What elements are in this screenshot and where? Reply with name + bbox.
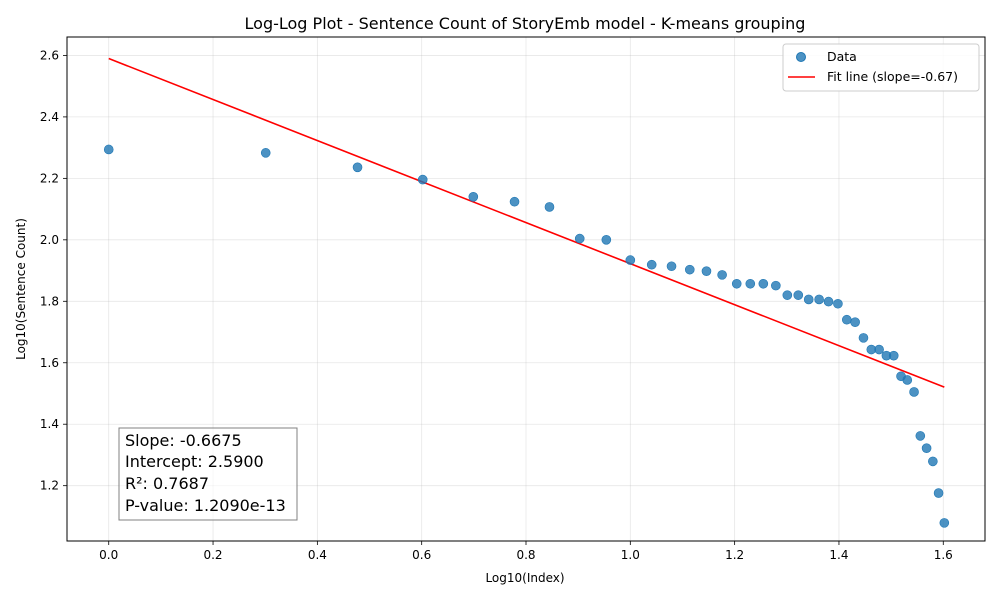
y-tick-label: 1.2 <box>40 479 59 493</box>
data-point <box>782 290 793 300</box>
data-point <box>771 280 781 291</box>
data-point <box>921 443 932 453</box>
data-point <box>902 375 913 385</box>
y-tick-label: 1.4 <box>40 417 59 431</box>
data-point <box>646 259 657 270</box>
stats-box <box>118 427 298 521</box>
data-point <box>909 387 919 397</box>
data-point <box>803 294 814 305</box>
legend-marker-data <box>796 52 806 62</box>
data-point <box>833 298 843 309</box>
stats-annotation: Slope: -0.6675 Intercept: 2.5900 R²: 0.7… <box>118 427 298 521</box>
data-point <box>260 148 271 158</box>
y-tick-label: 2.6 <box>40 48 59 62</box>
stats-intercept: Intercept: 2.5900 <box>125 452 264 471</box>
x-tick-label: 1.6 <box>934 548 953 562</box>
data-point <box>850 317 860 327</box>
data-point <box>717 270 727 280</box>
x-tick-label: 0.0 <box>99 548 118 562</box>
data-point <box>888 350 899 361</box>
data-point <box>933 488 944 498</box>
y-tick-label: 1.8 <box>40 294 59 308</box>
data-points <box>103 144 950 528</box>
x-tick-label: 0.6 <box>412 548 431 562</box>
data-point <box>509 196 520 207</box>
chart-title: Log-Log Plot - Sentence Count of StoryEm… <box>245 14 806 33</box>
data-point <box>731 278 742 289</box>
stats-slope: Slope: -0.6675 <box>125 431 242 450</box>
y-axis-label: Log10(Sentence Count) <box>14 218 28 360</box>
data-point <box>915 431 926 441</box>
grid <box>67 37 985 541</box>
data-point <box>793 290 804 300</box>
data-point <box>601 235 612 245</box>
data-point <box>874 344 884 355</box>
data-point <box>666 261 677 272</box>
data-point <box>701 266 712 276</box>
data-point <box>468 192 479 202</box>
stats-r-squared: R²: 0.7687 <box>125 474 209 493</box>
data-point <box>544 202 555 212</box>
data-point <box>103 144 114 155</box>
data-point <box>684 264 695 275</box>
x-tick-label: 1.0 <box>621 548 640 562</box>
x-tick-label: 1.2 <box>725 548 744 562</box>
data-point <box>625 255 636 265</box>
data-point <box>939 518 950 528</box>
y-tick-label: 2.4 <box>40 110 59 124</box>
fit-line <box>108 57 945 388</box>
fit-line-layer <box>108 57 945 388</box>
x-axis-label: Log10(Index) <box>485 571 564 585</box>
data-point <box>814 294 824 305</box>
y-tick-label: 2.2 <box>40 171 59 185</box>
y-tick-label: 2.0 <box>40 233 59 247</box>
x-tick-label: 1.4 <box>829 548 848 562</box>
data-point <box>574 233 585 244</box>
x-tick-label: 0.4 <box>308 548 327 562</box>
data-point <box>417 174 428 185</box>
data-point <box>758 278 769 289</box>
stats-p-value: P-value: 1.2090e-13 <box>125 496 286 515</box>
x-tick-label: 0.8 <box>516 548 535 562</box>
x-axis-ticks: 0.0 0.2 0.4 0.6 0.8 1.0 1.2 1.4 1.6 <box>99 541 953 562</box>
legend-label-data: Data <box>827 49 857 64</box>
data-point <box>841 314 852 325</box>
legend-box <box>782 43 980 92</box>
y-axis-ticks: 1.2 1.4 1.6 1.8 2.0 2.2 2.4 2.6 <box>40 48 67 493</box>
data-point <box>352 162 363 173</box>
data-point <box>928 456 938 467</box>
y-tick-label: 1.6 <box>40 356 59 370</box>
data-point <box>745 278 756 289</box>
legend: Data Fit line (slope=-0.67) <box>782 43 980 92</box>
x-tick-label: 0.2 <box>203 548 222 562</box>
data-point <box>823 296 834 307</box>
data-point <box>858 333 869 343</box>
legend-label-fit: Fit line (slope=-0.67) <box>827 69 958 84</box>
